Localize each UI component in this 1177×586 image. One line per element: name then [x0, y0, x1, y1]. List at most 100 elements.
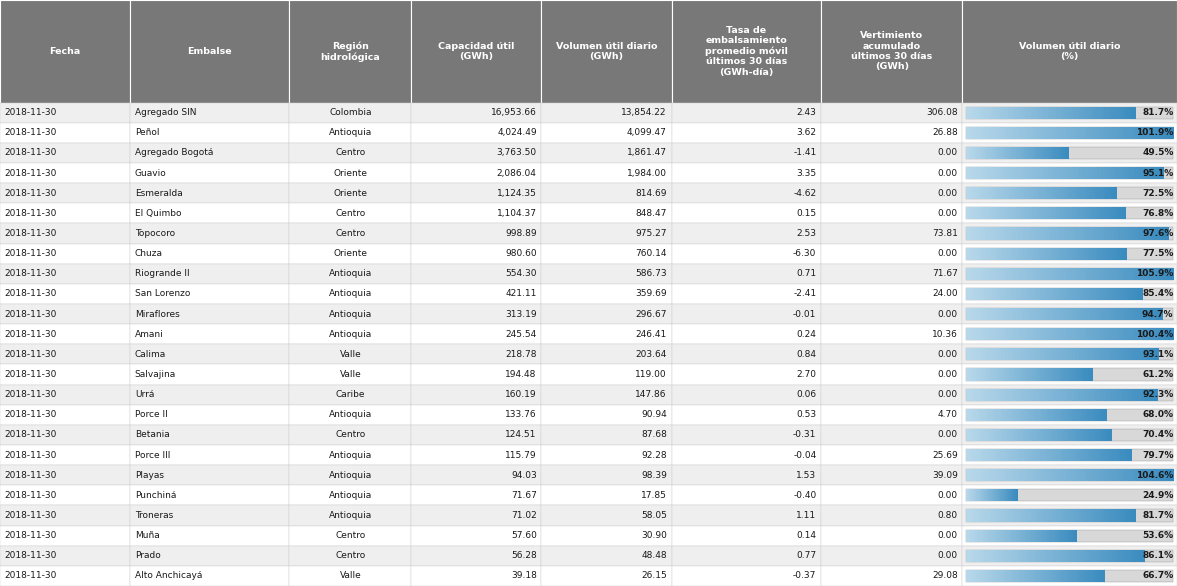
Bar — [1043, 288, 1046, 300]
Bar — [967, 147, 970, 159]
Bar — [1010, 530, 1012, 541]
Bar — [1093, 288, 1096, 300]
Bar — [1042, 147, 1043, 159]
Bar — [1100, 268, 1104, 280]
Bar — [976, 389, 979, 401]
Bar — [984, 530, 986, 541]
Bar — [966, 207, 1173, 219]
Text: 61.2%: 61.2% — [1143, 370, 1173, 379]
Bar — [0, 0, 131, 103]
Bar — [963, 223, 1177, 244]
Bar — [1063, 328, 1066, 340]
Text: 57.60: 57.60 — [511, 531, 537, 540]
Bar — [1035, 147, 1036, 159]
Bar — [1009, 167, 1012, 179]
Bar — [1058, 408, 1060, 421]
Bar — [1039, 107, 1043, 118]
Bar — [1086, 187, 1089, 199]
Bar — [131, 304, 290, 324]
Text: 119.00: 119.00 — [636, 370, 667, 379]
Bar — [1038, 369, 1040, 380]
Bar — [1158, 227, 1162, 240]
Bar — [1062, 147, 1064, 159]
Bar — [1038, 469, 1043, 481]
Bar — [963, 364, 1177, 384]
Bar — [972, 147, 975, 159]
Text: 30.90: 30.90 — [641, 531, 667, 540]
Bar — [1025, 408, 1028, 421]
Bar — [1018, 127, 1022, 139]
Bar — [992, 530, 993, 541]
Bar — [411, 546, 541, 566]
Bar — [1052, 389, 1056, 401]
Bar — [541, 364, 672, 384]
Bar — [1112, 449, 1115, 461]
Bar — [979, 570, 983, 582]
Bar — [290, 485, 411, 505]
Bar — [1117, 348, 1121, 360]
Bar — [1055, 449, 1057, 461]
Bar — [1045, 268, 1049, 280]
Bar — [1143, 469, 1146, 481]
Bar — [1063, 268, 1066, 280]
Bar — [1049, 328, 1052, 340]
Text: 124.51: 124.51 — [505, 431, 537, 440]
Bar — [1044, 308, 1048, 320]
Bar — [822, 445, 963, 465]
Bar — [993, 369, 996, 380]
Bar — [1049, 268, 1052, 280]
Bar — [969, 408, 971, 421]
Bar — [1049, 389, 1052, 401]
Bar — [988, 247, 990, 260]
Bar — [976, 328, 980, 340]
Bar — [131, 122, 290, 143]
Bar — [1033, 107, 1037, 118]
Text: 16,953.66: 16,953.66 — [491, 108, 537, 117]
Bar — [1003, 509, 1005, 522]
Bar — [966, 449, 969, 461]
Bar — [1077, 469, 1080, 481]
Bar — [1005, 429, 1008, 441]
Bar — [1166, 268, 1170, 280]
Bar — [131, 183, 290, 203]
Bar — [1083, 429, 1085, 441]
Bar — [1009, 369, 1011, 380]
Bar — [290, 304, 411, 324]
Bar — [1135, 227, 1138, 240]
Bar — [1049, 288, 1052, 300]
Text: 975.27: 975.27 — [636, 229, 667, 238]
Bar — [1122, 127, 1125, 139]
Bar — [991, 570, 993, 582]
Bar — [1023, 408, 1025, 421]
Bar — [1108, 268, 1111, 280]
Bar — [1080, 308, 1084, 320]
Bar — [980, 107, 983, 118]
Text: 0.24: 0.24 — [797, 330, 817, 339]
Bar — [1065, 348, 1069, 360]
Bar — [1030, 389, 1033, 401]
Bar — [963, 345, 1177, 364]
Bar — [1019, 147, 1020, 159]
Bar — [967, 530, 970, 541]
Bar — [985, 369, 988, 380]
Bar — [131, 445, 290, 465]
Bar — [1042, 429, 1044, 441]
Bar — [966, 227, 1173, 240]
Bar — [1065, 107, 1068, 118]
Bar — [0, 163, 131, 183]
Bar — [1003, 429, 1005, 441]
Bar — [1111, 268, 1115, 280]
Bar — [996, 187, 999, 199]
Bar — [999, 449, 1002, 461]
Bar — [541, 264, 672, 284]
Bar — [1139, 127, 1143, 139]
Bar — [290, 324, 411, 344]
Text: 2.70: 2.70 — [797, 370, 817, 379]
Bar — [966, 469, 1173, 481]
Bar — [1083, 207, 1085, 219]
Bar — [1037, 288, 1040, 300]
Bar — [1022, 530, 1024, 541]
Bar — [1003, 570, 1005, 582]
Bar — [290, 244, 411, 264]
Bar — [1152, 127, 1157, 139]
